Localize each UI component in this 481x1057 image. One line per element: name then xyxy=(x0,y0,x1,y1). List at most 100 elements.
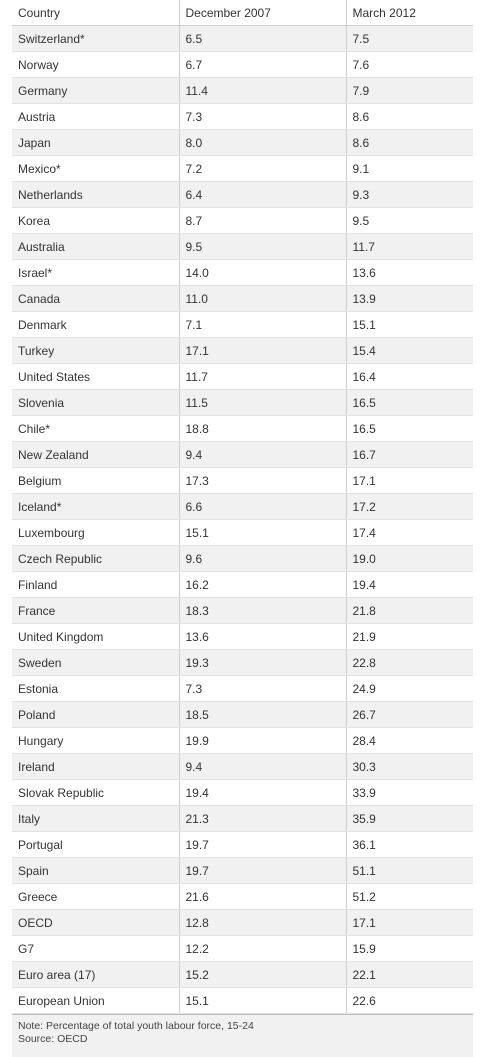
table-row: Canada 11.0 13.9 xyxy=(12,285,473,312)
cell-march-2012: 35.9 xyxy=(345,805,473,832)
youth-unemployment-table-container: Country December 2007 March 2012 Switzer… xyxy=(12,0,473,1057)
cell-december-2007: 12.8 xyxy=(178,909,346,936)
cell-december-2007: 11.4 xyxy=(178,77,346,104)
cell-december-2007: 17.1 xyxy=(178,337,346,364)
cell-march-2012: 22.8 xyxy=(345,649,473,676)
cell-december-2007: 9.5 xyxy=(178,233,346,260)
cell-march-2012: 51.2 xyxy=(345,883,473,910)
cell-country: France xyxy=(12,597,179,624)
cell-country: Denmark xyxy=(12,311,179,338)
table-row: Finland 16.2 19.4 xyxy=(12,571,473,598)
cell-march-2012: 22.6 xyxy=(345,987,473,1014)
footnote-note: Note: Percentage of total youth labour f… xyxy=(18,1020,254,1032)
cell-december-2007: 8.0 xyxy=(178,129,346,156)
table-row: Luxembourg 15.1 17.4 xyxy=(12,519,473,546)
cell-december-2007: 7.3 xyxy=(178,675,346,702)
cell-december-2007: 21.6 xyxy=(178,883,346,910)
cell-december-2007: 11.0 xyxy=(178,285,346,312)
cell-march-2012: 19.4 xyxy=(345,571,473,598)
cell-december-2007: 15.1 xyxy=(178,987,346,1014)
cell-march-2012: 16.5 xyxy=(345,389,473,416)
cell-march-2012: 28.4 xyxy=(345,727,473,754)
cell-country: Mexico* xyxy=(12,155,179,182)
cell-country: Germany xyxy=(12,77,179,104)
column-header-december-2007: December 2007 xyxy=(178,0,346,26)
table-row: Spain 19.7 51.1 xyxy=(12,857,473,884)
cell-march-2012: 15.9 xyxy=(345,935,473,962)
cell-country: Slovenia xyxy=(12,389,179,416)
cell-march-2012: 8.6 xyxy=(345,129,473,156)
youth-unemployment-table: Country December 2007 March 2012 Switzer… xyxy=(12,0,473,1014)
cell-december-2007: 9.4 xyxy=(178,753,346,780)
cell-march-2012: 13.6 xyxy=(345,259,473,286)
table-row: Norway 6.7 7.6 xyxy=(12,51,473,78)
table-row: Netherlands 6.4 9.3 xyxy=(12,181,473,208)
cell-march-2012: 17.1 xyxy=(345,467,473,494)
cell-march-2012: 21.9 xyxy=(345,623,473,650)
cell-march-2012: 26.7 xyxy=(345,701,473,728)
table-row: Denmark 7.1 15.1 xyxy=(12,311,473,338)
cell-country: Finland xyxy=(12,571,179,598)
cell-country: United States xyxy=(12,363,179,390)
cell-march-2012: 17.1 xyxy=(345,909,473,936)
cell-december-2007: 21.3 xyxy=(178,805,346,832)
table-row: Austria 7.3 8.6 xyxy=(12,103,473,130)
cell-december-2007: 7.1 xyxy=(178,311,346,338)
cell-december-2007: 8.7 xyxy=(178,207,346,234)
table-row: Sweden 19.3 22.8 xyxy=(12,649,473,676)
table-row: Estonia 7.3 24.9 xyxy=(12,675,473,702)
table-row: European Union 15.1 22.6 xyxy=(12,987,473,1014)
cell-december-2007: 11.7 xyxy=(178,363,346,390)
cell-december-2007: 6.6 xyxy=(178,493,346,520)
table-row: Slovenia 11.5 16.5 xyxy=(12,389,473,416)
table-row: Korea 8.7 9.5 xyxy=(12,207,473,234)
table-row: Israel* 14.0 13.6 xyxy=(12,259,473,286)
cell-march-2012: 16.4 xyxy=(345,363,473,390)
table-row: Hungary 19.9 28.4 xyxy=(12,727,473,754)
cell-country: Israel* xyxy=(12,259,179,286)
table-row: Japan 8.0 8.6 xyxy=(12,129,473,156)
cell-country: Austria xyxy=(12,103,179,130)
cell-country: Iceland* xyxy=(12,493,179,520)
cell-country: G7 xyxy=(12,935,179,962)
cell-march-2012: 22.1 xyxy=(345,961,473,988)
cell-december-2007: 12.2 xyxy=(178,935,346,962)
cell-december-2007: 14.0 xyxy=(178,259,346,286)
cell-december-2007: 11.5 xyxy=(178,389,346,416)
cell-march-2012: 7.5 xyxy=(345,25,473,52)
table-row: G7 12.2 15.9 xyxy=(12,935,473,962)
cell-december-2007: 13.6 xyxy=(178,623,346,650)
cell-december-2007: 6.5 xyxy=(178,25,346,52)
cell-march-2012: 11.7 xyxy=(345,233,473,260)
cell-country: Turkey xyxy=(12,337,179,364)
cell-country: United Kingdom xyxy=(12,623,179,650)
table-row: Italy 21.3 35.9 xyxy=(12,805,473,832)
cell-country: Sweden xyxy=(12,649,179,676)
table-row: Belgium 17.3 17.1 xyxy=(12,467,473,494)
table-body: Switzerland* 6.5 7.5 Norway 6.7 7.6 Germany 11.… xyxy=(12,25,473,1014)
cell-december-2007: 19.3 xyxy=(178,649,346,676)
column-header-march-2012: March 2012 xyxy=(345,0,473,26)
cell-march-2012: 24.9 xyxy=(345,675,473,702)
cell-march-2012: 15.1 xyxy=(345,311,473,338)
table-header-row: Country December 2007 March 2012 xyxy=(12,0,473,26)
cell-march-2012: 15.4 xyxy=(345,337,473,364)
cell-country: Slovak Republic xyxy=(12,779,179,806)
cell-december-2007: 7.2 xyxy=(178,155,346,182)
cell-country: Estonia xyxy=(12,675,179,702)
cell-december-2007: 15.2 xyxy=(178,961,346,988)
cell-country: Australia xyxy=(12,233,179,260)
table-row: Australia 9.5 11.7 xyxy=(12,233,473,260)
cell-country: Canada xyxy=(12,285,179,312)
cell-december-2007: 19.7 xyxy=(178,831,346,858)
cell-december-2007: 17.3 xyxy=(178,467,346,494)
cell-march-2012: 17.4 xyxy=(345,519,473,546)
cell-march-2012: 13.9 xyxy=(345,285,473,312)
table-row: Slovak Republic 19.4 33.9 xyxy=(12,779,473,806)
cell-december-2007: 16.2 xyxy=(178,571,346,598)
cell-march-2012: 8.6 xyxy=(345,103,473,130)
table-row: Czech Republic 9.6 19.0 xyxy=(12,545,473,572)
table-row: New Zealand 9.4 16.7 xyxy=(12,441,473,468)
cell-march-2012: 36.1 xyxy=(345,831,473,858)
cell-march-2012: 21.8 xyxy=(345,597,473,624)
